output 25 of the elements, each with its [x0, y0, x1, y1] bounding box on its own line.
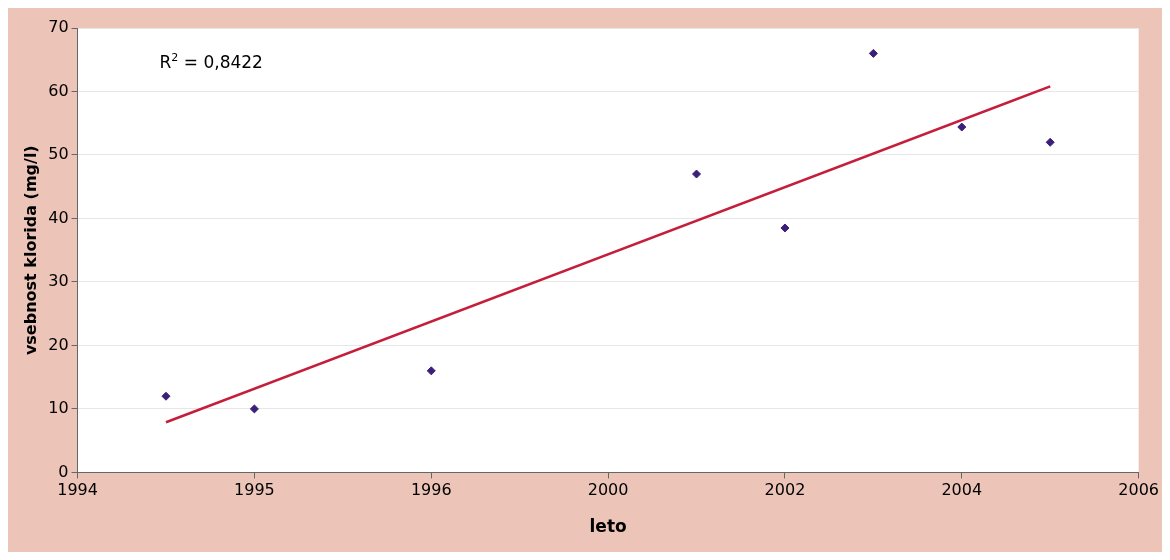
y-tick-label: 70: [48, 17, 69, 37]
point: [249, 404, 259, 414]
point: [780, 223, 790, 233]
y-tick-label: 60: [48, 80, 69, 100]
x-tick-label: 2004: [941, 480, 983, 500]
x-tick-label: 1995: [234, 480, 275, 500]
point: [161, 391, 171, 401]
x-tick-label: 2006: [1118, 480, 1159, 500]
y-tick-label: 30: [48, 271, 69, 291]
y-tick-label: 0: [58, 461, 69, 481]
x-tick-label: 1996: [410, 480, 452, 500]
point: [868, 48, 878, 58]
y-axis-title: vsebnost klorida (mg/l): [20, 145, 40, 356]
point: [1045, 137, 1055, 147]
y-tick-label: 20: [48, 334, 69, 354]
point: [957, 122, 967, 132]
x-tick-label: 2000: [587, 480, 629, 500]
x-tick-label: 1994: [57, 480, 98, 500]
point: [692, 169, 702, 179]
y-tick-label: 50: [48, 144, 69, 164]
y-tick-label: 40: [48, 207, 69, 227]
y-tick-label: 10: [48, 398, 69, 418]
point: [426, 366, 436, 376]
x-tick-label: 2002: [764, 480, 806, 500]
x-axis-title: leto: [589, 516, 627, 537]
